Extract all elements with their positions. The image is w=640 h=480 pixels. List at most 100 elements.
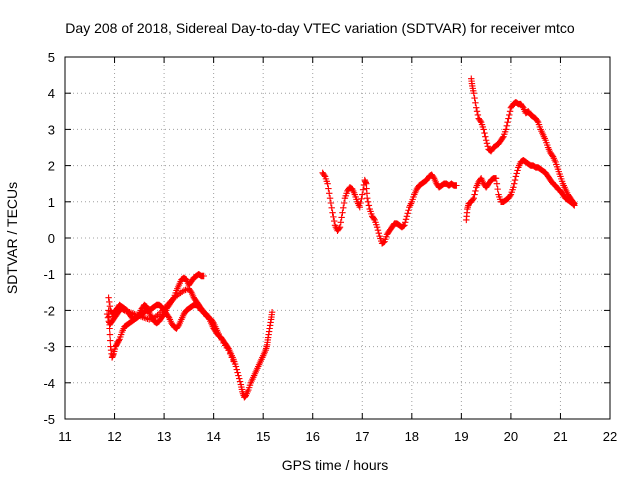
data-point: [235, 372, 242, 379]
data-point: [472, 99, 479, 107]
series-3: [103, 285, 237, 365]
x-axis-label: GPS time / hours: [282, 457, 389, 473]
data-point: [506, 192, 514, 199]
y-tick-label: 3: [48, 122, 55, 137]
data-point: [326, 194, 334, 202]
data-point: [358, 195, 365, 202]
x-tick-label: 13: [157, 429, 171, 444]
data-point: [470, 90, 477, 97]
x-tick-label: 12: [107, 429, 121, 444]
data-point: [232, 363, 240, 370]
y-tick-label: 4: [48, 86, 55, 101]
data-point: [504, 118, 511, 126]
data-point: [105, 294, 112, 301]
data-point: [502, 126, 510, 133]
data-point: [356, 204, 363, 211]
x-tick-label: 22: [603, 429, 617, 444]
data-point: [329, 209, 336, 216]
y-tick-label: -2: [43, 303, 55, 318]
data-point: [472, 187, 479, 195]
data-point: [105, 307, 112, 314]
data-point: [268, 309, 276, 316]
data-point: [469, 196, 477, 203]
data-point: [506, 108, 514, 115]
data-point: [321, 172, 328, 179]
data-point: [340, 199, 348, 207]
data-point: [511, 180, 518, 187]
data-point: [571, 200, 578, 207]
data-point: [481, 129, 488, 137]
data-point: [340, 204, 347, 212]
data-point: [477, 117, 484, 125]
data-point: [233, 366, 240, 373]
data-point: [514, 167, 521, 174]
data-point: [326, 190, 333, 197]
data-point: [330, 217, 338, 225]
y-tick-label: -3: [43, 340, 55, 355]
chart-title: Day 208 of 2018, Sidereal Day-to-day VTE…: [65, 20, 575, 36]
y-axis-label: SDTVAR / TECUs: [4, 182, 20, 294]
data-point: [402, 216, 410, 223]
data-point: [228, 354, 236, 361]
data-point: [482, 133, 489, 140]
data-point: [483, 140, 491, 147]
data-point: [226, 350, 234, 358]
data-point: [107, 337, 114, 344]
data-point: [359, 186, 367, 193]
data-point: [115, 337, 123, 344]
series-6: [468, 75, 578, 207]
data-point: [480, 126, 487, 133]
data-point: [499, 134, 506, 142]
data-point: [236, 378, 244, 385]
data-point: [337, 219, 345, 226]
data-point: [471, 94, 478, 102]
data-point: [375, 229, 382, 237]
data-point: [339, 209, 346, 216]
data-point: [511, 176, 519, 184]
data-point: [473, 104, 480, 111]
data-point: [106, 298, 113, 306]
y-tick-label: 1: [48, 195, 55, 210]
data-point: [325, 185, 332, 192]
x-tick-label: 20: [504, 429, 518, 444]
grid-layer: [65, 57, 610, 419]
x-tick-label: 21: [553, 429, 567, 444]
data-point: [236, 375, 243, 382]
data-point: [230, 357, 237, 365]
x-tick-label: 15: [256, 429, 270, 444]
data-point: [104, 314, 112, 321]
series-4: [319, 169, 460, 247]
data-point: [225, 347, 232, 354]
y-tick-label: -1: [43, 267, 55, 282]
data-point: [106, 331, 114, 338]
x-tick-label: 19: [454, 429, 468, 444]
data-point: [470, 194, 477, 202]
data-point: [106, 302, 114, 310]
x-tick-label: 18: [405, 429, 419, 444]
data-point: [324, 180, 331, 187]
data-point: [471, 191, 478, 198]
y-tick-label: 5: [48, 50, 55, 65]
data-point: [234, 369, 241, 376]
data-point: [503, 122, 510, 129]
data-point: [359, 191, 366, 198]
data-point: [473, 108, 481, 115]
data-marks: [103, 75, 578, 401]
data-point: [484, 143, 491, 150]
data-point: [365, 202, 373, 209]
data-point: [403, 213, 411, 220]
data-point: [402, 219, 409, 226]
data-point: [512, 173, 520, 180]
data-point: [405, 207, 412, 214]
data-point: [510, 184, 517, 191]
data-point: [335, 225, 343, 232]
data-point: [513, 170, 520, 177]
x-tick-label: 16: [305, 429, 319, 444]
data-point: [474, 111, 482, 119]
data-point: [492, 175, 500, 182]
data-point: [103, 310, 111, 318]
data-point: [357, 199, 364, 207]
data-point: [482, 137, 490, 144]
